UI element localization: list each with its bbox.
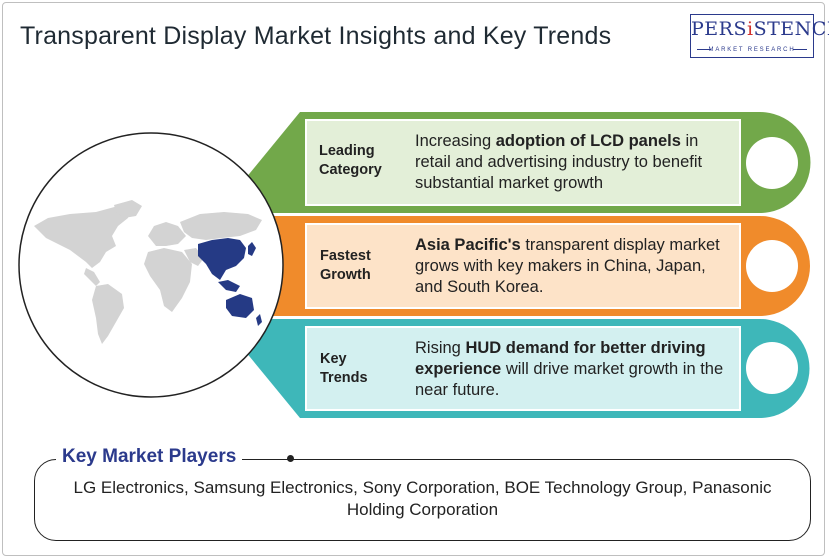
panel-fastest-growth	[305, 223, 741, 309]
world-map	[34, 200, 262, 344]
map-north-asia	[180, 212, 262, 240]
row-label-line1: Leading	[319, 143, 375, 159]
logo-rule-right	[793, 49, 807, 50]
page-title: Transparent Display Market Insights and …	[20, 22, 612, 50]
logo-wordmark: PERSiSTENCE	[691, 18, 829, 40]
map-asia-pacific	[198, 238, 246, 280]
map-greenland	[114, 200, 142, 218]
brand-logo: PERSiSTENCE MARKET RESEARCH	[690, 14, 829, 58]
row-text-key-trends: Rising HUD demand for better driving exp…	[415, 339, 724, 399]
row-text-leading-category: Increasing adoption of LCD panels in ret…	[415, 132, 703, 192]
map-southeast-asia-islands	[218, 280, 240, 292]
map-australia	[226, 294, 254, 318]
map-japan	[248, 242, 256, 256]
panel-leading-category	[305, 119, 741, 206]
logo-tagline: MARKET RESEARCH	[708, 47, 796, 53]
row-text-fastest-growth: Asia Pacific's transparent display marke…	[415, 236, 720, 296]
map-north-america	[34, 206, 132, 268]
row-label-leading-category: Leading Category	[319, 142, 382, 180]
key-players-list: LG Electronics, Samsung Electronics, Son…	[73, 478, 772, 519]
row-label-key-trends: Key Trends	[320, 350, 368, 388]
row-label-line1: Key	[320, 351, 347, 367]
row-label-line2: Trends	[320, 370, 368, 386]
map-central-america	[84, 268, 100, 286]
end-circle-leading-category	[746, 137, 798, 189]
row-label-fastest-growth: Fastest Growth	[320, 247, 371, 285]
asia-pacific-highlight	[198, 238, 262, 326]
panel-key-trends	[305, 326, 741, 411]
map-new-zealand	[256, 314, 262, 326]
key-players-dot-right	[287, 455, 294, 462]
row-label-line2: Growth	[320, 267, 371, 283]
logo-rule-left	[697, 49, 711, 50]
row-label-line1: Fastest	[320, 248, 371, 264]
end-circle-fastest-growth	[746, 240, 798, 292]
map-south-america	[92, 284, 124, 344]
row-label-line2: Category	[319, 162, 382, 178]
map-africa	[144, 248, 192, 312]
end-circle-key-trends	[746, 342, 798, 394]
key-players-title: Key Market Players	[56, 446, 243, 468]
map-europe	[148, 222, 186, 246]
key-players-box	[34, 459, 811, 541]
